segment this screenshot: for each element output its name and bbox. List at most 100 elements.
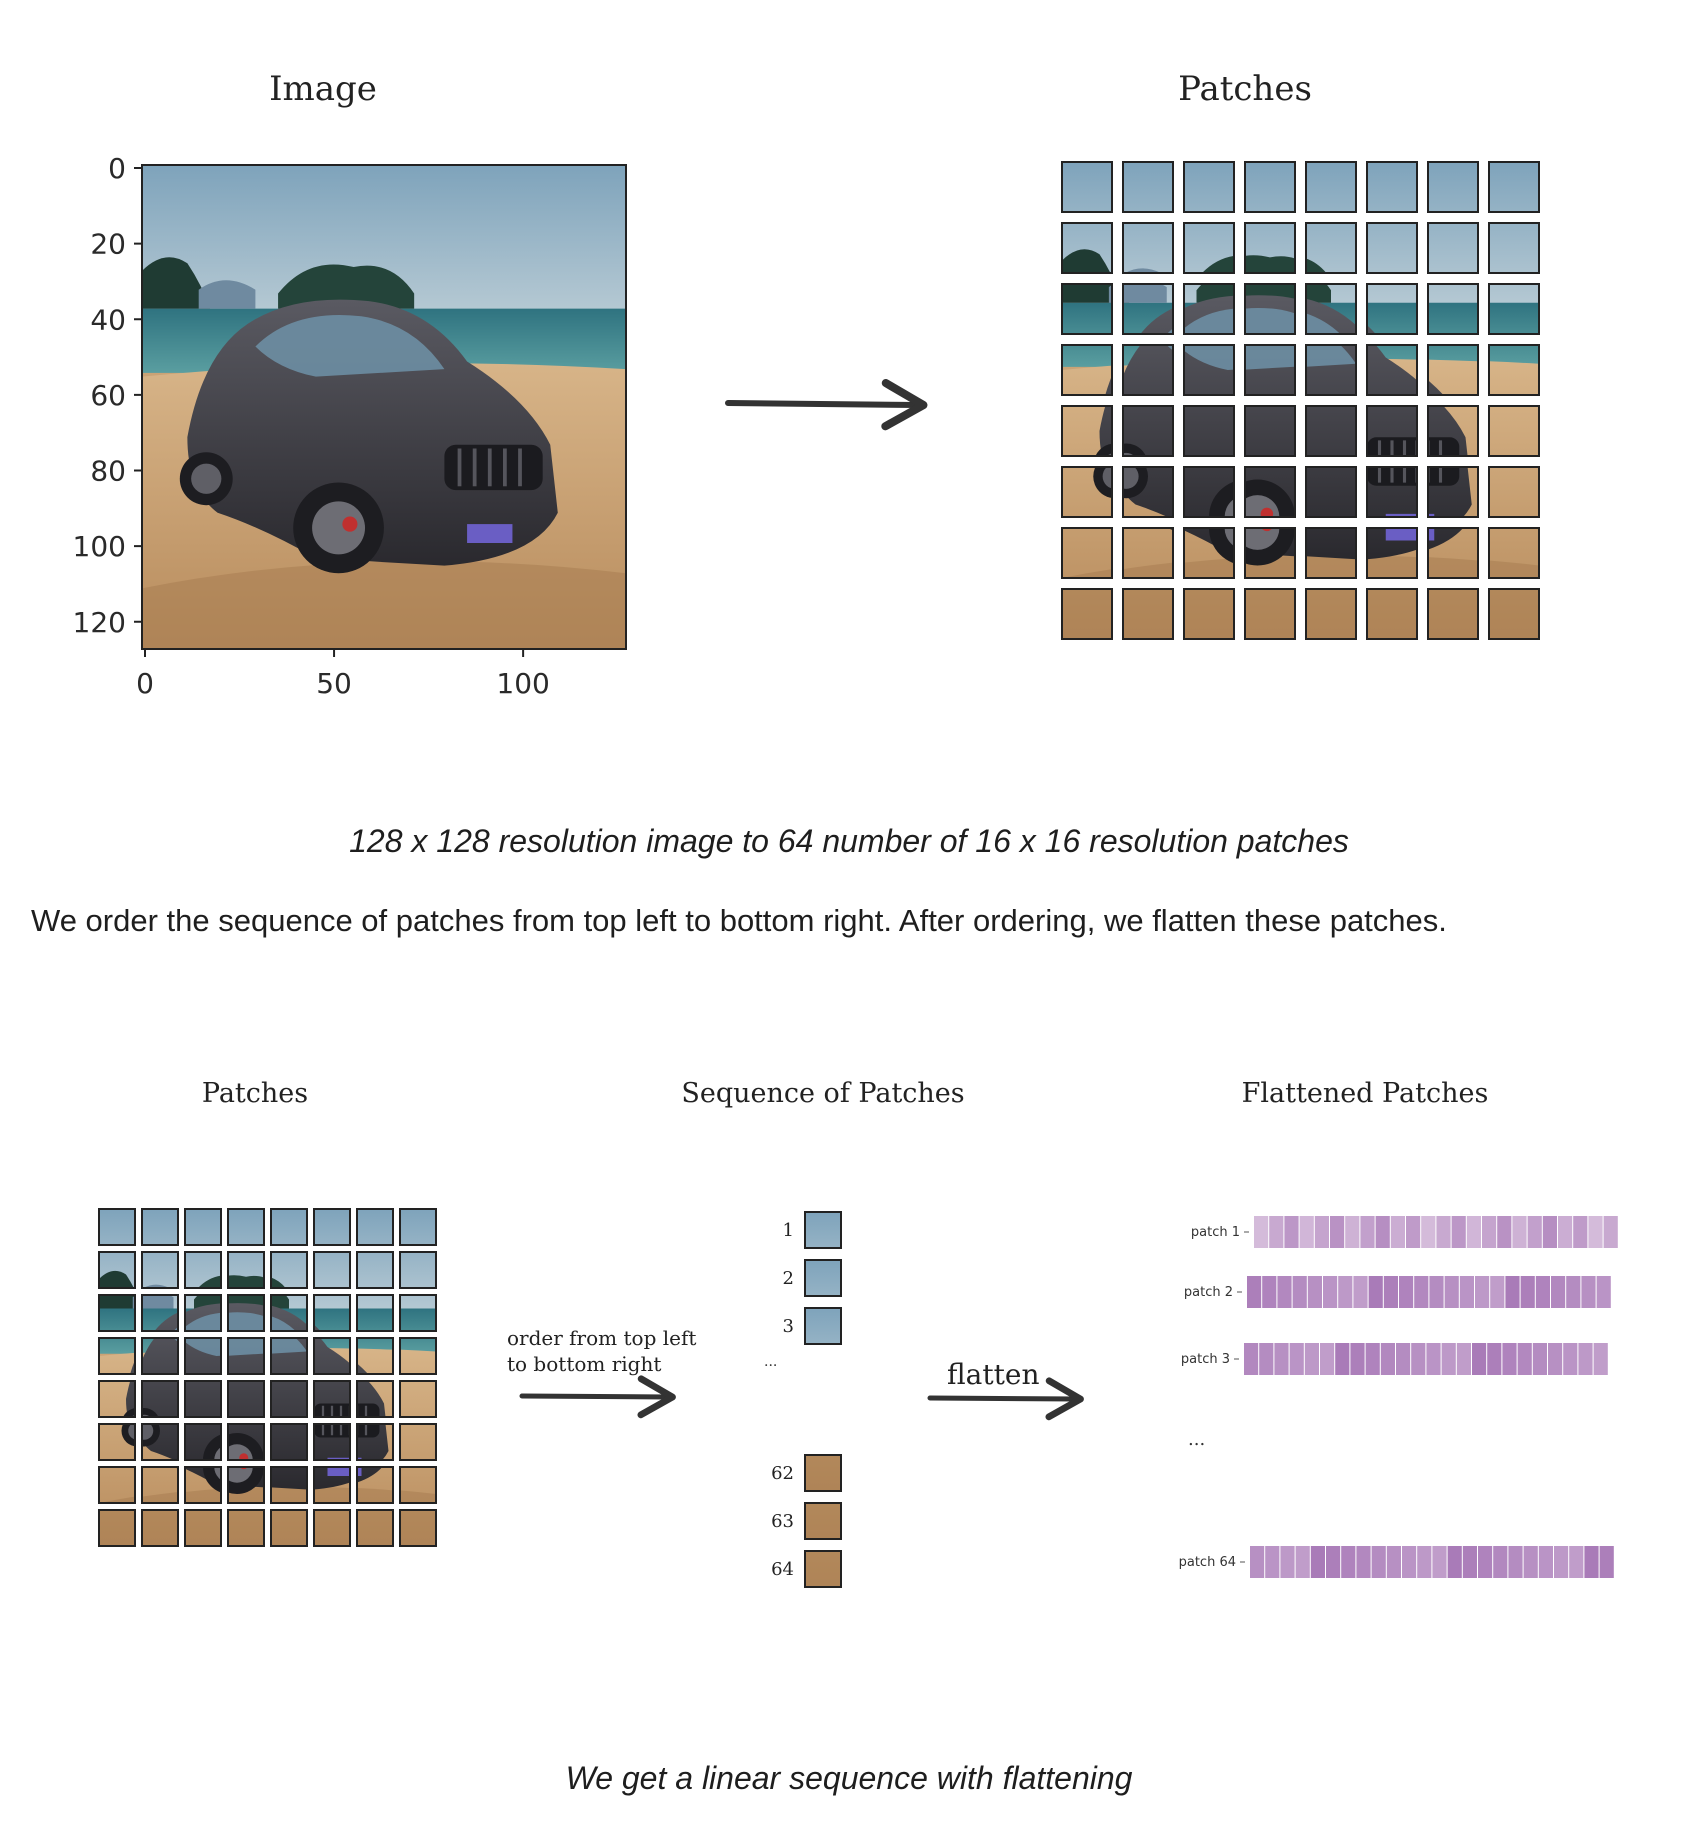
patch-border xyxy=(1122,527,1174,579)
pixel-cell xyxy=(1353,1276,1368,1308)
pixel-cell xyxy=(1254,1216,1269,1248)
pixel-cell xyxy=(1292,1276,1307,1308)
patch-border xyxy=(399,1380,437,1418)
top-arrow xyxy=(725,379,928,431)
pixel-cell xyxy=(1262,1276,1277,1308)
pixel-cell xyxy=(1578,1343,1593,1375)
patch-border xyxy=(184,1380,222,1418)
pixel-cell xyxy=(1345,1216,1360,1248)
patch-grid xyxy=(1061,161,1540,640)
patch-border xyxy=(1488,466,1540,518)
pixel-cell xyxy=(1341,1546,1356,1578)
patch-border xyxy=(98,1294,136,1332)
pixel-cell xyxy=(1396,1343,1411,1375)
pixel-cell xyxy=(1350,1343,1365,1375)
pixel-cell xyxy=(1593,1343,1608,1375)
patch-border xyxy=(270,1208,308,1246)
y-tick-label: 100 xyxy=(73,530,126,563)
patch-border xyxy=(270,1337,308,1375)
patch-border xyxy=(1305,344,1357,396)
patch-border xyxy=(1488,405,1540,457)
pixel-cell xyxy=(1247,1276,1262,1308)
patch-border xyxy=(1427,283,1479,335)
image-title: Image xyxy=(269,69,377,109)
pixel-cell xyxy=(1304,1343,1319,1375)
pixel-cell xyxy=(1277,1276,1292,1308)
flattened-row-label: patch 64 xyxy=(1179,1555,1236,1570)
patch-border xyxy=(313,1294,351,1332)
pixel-cell xyxy=(1250,1546,1265,1578)
patch-border xyxy=(98,1509,136,1547)
patch-border xyxy=(270,1466,308,1504)
pixel-cell xyxy=(1532,1343,1547,1375)
patch-border xyxy=(98,1251,136,1289)
pixel-cell xyxy=(1421,1216,1436,1248)
pixel-cell xyxy=(1310,1546,1325,1578)
patch-border xyxy=(1183,283,1235,335)
pixel-cell xyxy=(1269,1216,1284,1248)
patch-border xyxy=(1427,466,1479,518)
patch-border xyxy=(356,1337,394,1375)
pixel-cell xyxy=(1497,1216,1512,1248)
sequence-patch-border xyxy=(804,1211,842,1249)
sequence-index-label: 1 xyxy=(783,1220,794,1241)
flattened-title: Flattened Patches xyxy=(1242,1078,1489,1109)
patch-border xyxy=(1183,161,1235,213)
pixel-cell xyxy=(1360,1216,1375,1248)
patch-border xyxy=(141,1294,179,1332)
patch-border xyxy=(1122,161,1174,213)
pixel-cell xyxy=(1447,1546,1462,1578)
flattened-row-label: patch 1 xyxy=(1191,1225,1240,1240)
y-tick-label: 20 xyxy=(90,228,126,261)
pixel-cell xyxy=(1323,1276,1338,1308)
patch-border xyxy=(1061,588,1113,640)
patch-border xyxy=(1122,222,1174,274)
patch-border xyxy=(399,1294,437,1332)
pixel-cell xyxy=(1444,1276,1459,1308)
patch-border xyxy=(184,1337,222,1375)
patch-sequence: 1 2 3 62 63 64 xyxy=(771,1211,842,1588)
pixel-cell xyxy=(1406,1216,1421,1248)
pixel-cell xyxy=(1386,1546,1401,1578)
patch-border xyxy=(1427,344,1479,396)
patch-border xyxy=(399,1423,437,1461)
patch-border xyxy=(1305,527,1357,579)
patch-border xyxy=(313,1509,351,1547)
patch-border xyxy=(1305,405,1357,457)
patch-border xyxy=(1061,527,1113,579)
patch-border xyxy=(356,1509,394,1547)
patch-border xyxy=(1244,344,1296,396)
pixel-cell xyxy=(1335,1343,1350,1375)
pixel-cell xyxy=(1535,1276,1550,1308)
sequence-index-label: 62 xyxy=(771,1463,794,1484)
pixel-cell xyxy=(1603,1216,1618,1248)
y-tick-label: 80 xyxy=(90,455,126,488)
patch-border xyxy=(1488,588,1540,640)
explanation-paragraph: We order the sequence of patches from to… xyxy=(31,903,1447,938)
pixel-cell xyxy=(1527,1216,1542,1248)
pixel-cell xyxy=(1563,1343,1578,1375)
patch-border xyxy=(1122,344,1174,396)
patch-border xyxy=(1305,283,1357,335)
sequence-patch-border xyxy=(804,1550,842,1588)
sequence-patch xyxy=(805,1212,841,1248)
bottom-patches-title: Patches xyxy=(202,1078,308,1109)
pixel-cell xyxy=(1478,1546,1493,1578)
sequence-index-label: 63 xyxy=(771,1511,794,1532)
pixel-cell xyxy=(1375,1216,1390,1248)
patch-border xyxy=(1488,283,1540,335)
patch-border xyxy=(1183,222,1235,274)
pixel-cell xyxy=(1330,1216,1345,1248)
pixel-cell xyxy=(1441,1343,1456,1375)
patch-border xyxy=(184,1251,222,1289)
flatten-arrow xyxy=(927,1377,1084,1421)
flattened-row-label: patch 3 xyxy=(1181,1352,1230,1367)
caption-2: We get a linear sequence with flattening xyxy=(565,1760,1133,1796)
patch-border xyxy=(313,1251,351,1289)
y-tick-label: 120 xyxy=(73,606,126,639)
patch-border xyxy=(1366,222,1418,274)
patch-border xyxy=(1061,466,1113,518)
patch-border xyxy=(399,1509,437,1547)
patch-border xyxy=(399,1251,437,1289)
patch-border xyxy=(1122,588,1174,640)
